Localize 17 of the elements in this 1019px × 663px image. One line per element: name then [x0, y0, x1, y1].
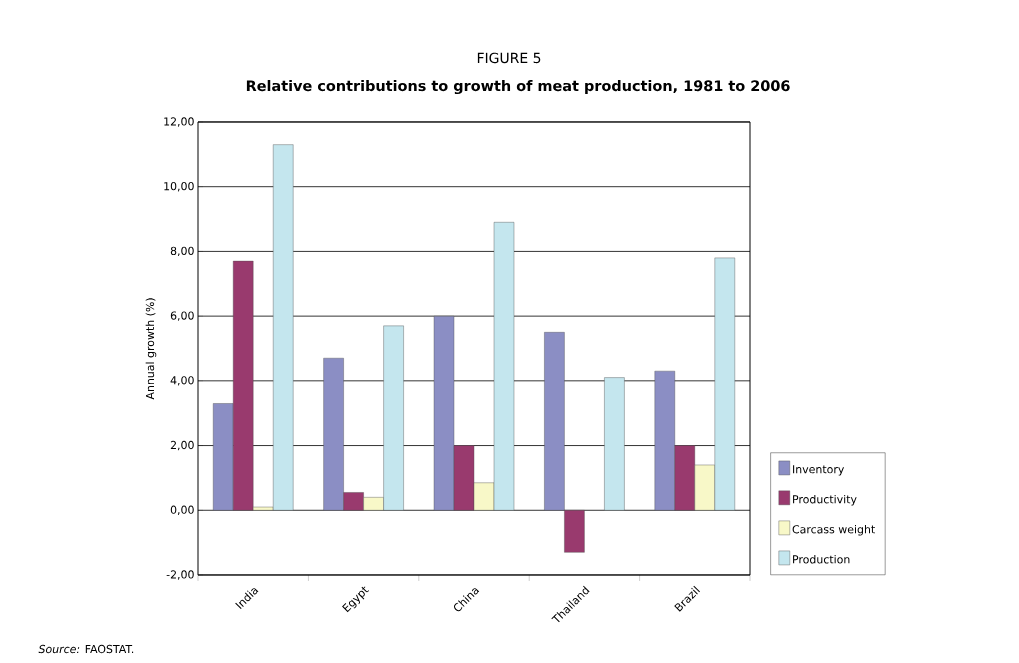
y-tick-label: -2,00: [166, 570, 194, 580]
y-tick-label: 10,00: [164, 182, 194, 192]
legend-label: Productivity: [793, 494, 857, 506]
text: Source: FAOSTAT.: [38, 644, 134, 654]
y-tick-label: 2,00: [170, 440, 194, 451]
y-tick-label: 6,00: [170, 311, 194, 321]
chart-title: FIGURE 5: [477, 52, 541, 64]
legend-label: Carcass weight: [792, 524, 875, 536]
chart-subtitle: Relative contributions to growth of meat production, 1981 to 2006: [246, 80, 790, 95]
legend-label: Inventory: [793, 465, 845, 476]
bar: [604, 377, 625, 511]
legend-label: Production: [793, 555, 850, 564]
y-axis-title: Annual growth (%): [145, 298, 157, 400]
y-tick-label: 4,00: [170, 376, 194, 386]
y-tick-label: 12,00: [164, 117, 194, 127]
y-tick-label: 0,00: [170, 505, 194, 515]
y-tick-label: 8,00: [170, 246, 194, 257]
